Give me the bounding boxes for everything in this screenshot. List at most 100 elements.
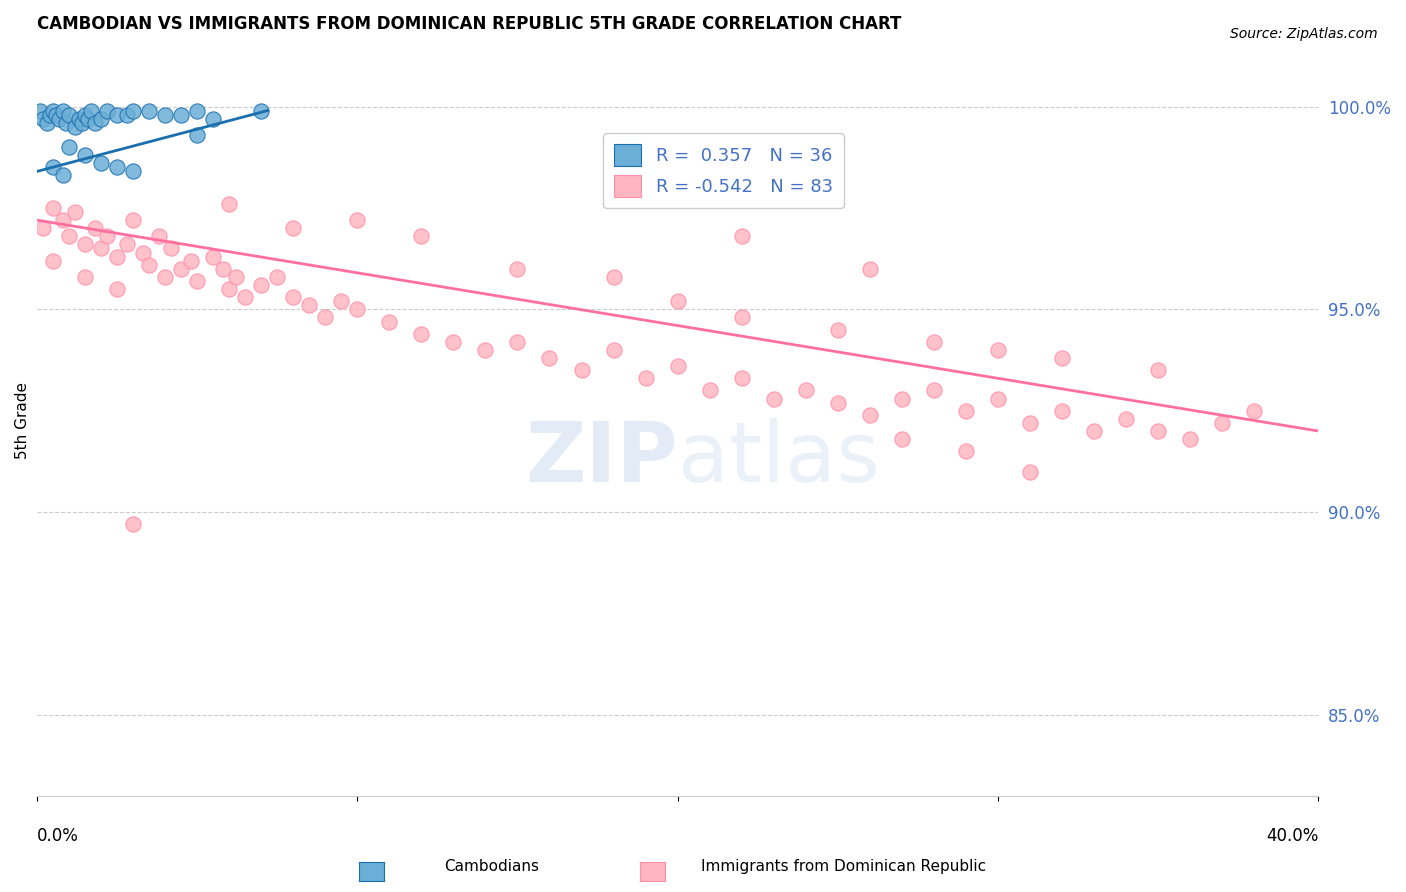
Point — [42, 103, 65, 118]
Point — [52, 169, 75, 183]
Point — [73, 237, 96, 252]
Point — [955, 403, 977, 417]
Point — [77, 112, 100, 126]
Point — [571, 363, 593, 377]
Text: 0.0%: 0.0% — [37, 827, 79, 845]
Point — [186, 128, 208, 142]
Point — [1083, 424, 1105, 438]
Point — [180, 253, 202, 268]
Point — [42, 201, 65, 215]
Point — [80, 103, 103, 118]
Point — [170, 261, 193, 276]
Point — [90, 242, 112, 256]
Point — [65, 205, 87, 219]
Point — [153, 269, 176, 284]
Point — [73, 269, 96, 284]
Point — [211, 261, 233, 276]
Point — [122, 164, 145, 178]
Point — [731, 229, 754, 244]
Point — [283, 290, 305, 304]
Point — [506, 261, 529, 276]
Point — [70, 116, 93, 130]
Point — [666, 359, 689, 373]
Point — [602, 343, 624, 357]
Point — [762, 392, 785, 406]
Point — [890, 392, 912, 406]
Point — [859, 261, 882, 276]
Point — [73, 108, 96, 122]
Text: Source: ZipAtlas.com: Source: ZipAtlas.com — [1230, 27, 1378, 41]
Point — [411, 229, 433, 244]
Point — [1050, 351, 1073, 365]
Point — [55, 116, 77, 130]
Point — [1243, 403, 1265, 417]
Point — [506, 334, 529, 349]
Point — [922, 334, 945, 349]
Point — [186, 274, 208, 288]
Point — [890, 432, 912, 446]
Point — [538, 351, 561, 365]
Point — [38, 108, 60, 122]
Point — [441, 334, 464, 349]
Point — [233, 290, 256, 304]
Point — [160, 242, 183, 256]
Point — [794, 384, 817, 398]
Point — [32, 112, 55, 126]
Point — [1147, 424, 1170, 438]
Point — [202, 250, 225, 264]
Point — [122, 517, 145, 532]
Point — [330, 294, 353, 309]
Point — [827, 323, 849, 337]
Point — [96, 103, 118, 118]
Point — [42, 253, 65, 268]
Point — [731, 371, 754, 385]
Point — [73, 148, 96, 162]
Point — [1147, 363, 1170, 377]
Point — [65, 120, 87, 134]
Point — [266, 269, 288, 284]
Point — [1019, 416, 1042, 430]
Legend: R =  0.357   N = 36, R = -0.542   N = 83: R = 0.357 N = 36, R = -0.542 N = 83 — [603, 134, 844, 208]
Point — [105, 161, 128, 175]
Text: atlas: atlas — [678, 418, 879, 499]
Point — [52, 213, 75, 227]
Point — [218, 282, 240, 296]
Text: Immigrants from Dominican Republic: Immigrants from Dominican Republic — [702, 859, 986, 874]
Point — [67, 112, 90, 126]
Point — [1178, 432, 1201, 446]
Point — [131, 245, 153, 260]
Point — [35, 116, 58, 130]
Point — [42, 161, 65, 175]
Point — [122, 103, 145, 118]
Point — [115, 108, 138, 122]
Text: Cambodians: Cambodians — [444, 859, 540, 874]
Point — [96, 229, 118, 244]
Point — [138, 103, 160, 118]
Point — [955, 444, 977, 458]
Text: CAMBODIAN VS IMMIGRANTS FROM DOMINICAN REPUBLIC 5TH GRADE CORRELATION CHART: CAMBODIAN VS IMMIGRANTS FROM DOMINICAN R… — [37, 15, 901, 33]
Point — [1019, 465, 1042, 479]
Y-axis label: 5th Grade: 5th Grade — [15, 383, 30, 459]
Point — [827, 395, 849, 409]
Point — [48, 112, 70, 126]
Point — [90, 156, 112, 170]
Point — [83, 221, 105, 235]
Point — [105, 250, 128, 264]
Point — [666, 294, 689, 309]
Point — [922, 384, 945, 398]
Point — [115, 237, 138, 252]
Point — [30, 103, 52, 118]
Point — [314, 310, 336, 325]
Point — [105, 282, 128, 296]
Point — [138, 258, 160, 272]
Point — [298, 298, 321, 312]
Point — [58, 140, 80, 154]
Point — [699, 384, 721, 398]
Point — [45, 108, 67, 122]
Point — [987, 343, 1010, 357]
Point — [859, 408, 882, 422]
Point — [122, 213, 145, 227]
Point — [602, 269, 624, 284]
Point — [283, 221, 305, 235]
Text: 40.0%: 40.0% — [1265, 827, 1319, 845]
